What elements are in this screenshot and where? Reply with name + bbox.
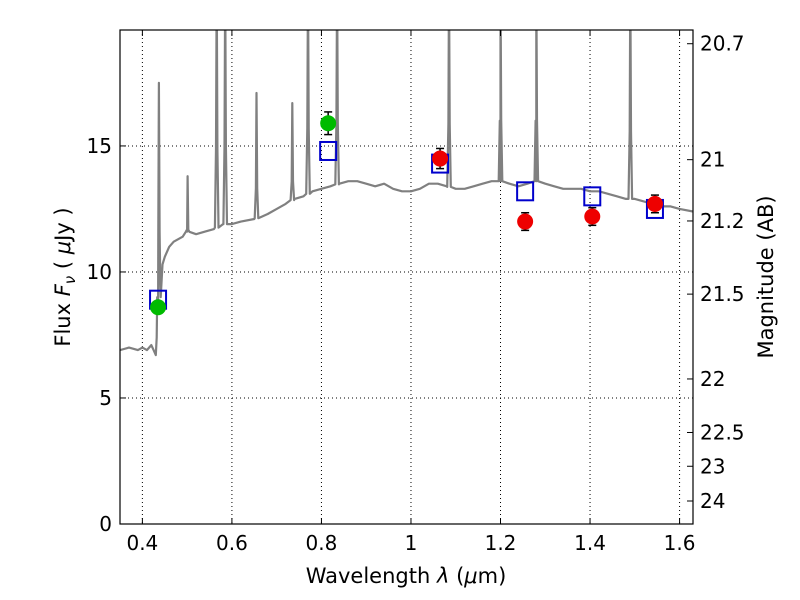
observed-point-green	[320, 115, 337, 132]
plot-frame	[119, 29, 694, 525]
observed-point-red	[517, 213, 534, 230]
x-tick-label: 1.6	[664, 531, 696, 555]
observed-point-green	[150, 299, 167, 316]
y2-tick-label: 24	[700, 489, 725, 513]
observed-point-red	[432, 150, 449, 167]
y2-tick-label: 21.5	[700, 282, 745, 306]
y-axis-label-unit-open: (	[51, 261, 75, 269]
y-tick-label: 15	[87, 134, 112, 158]
observed-point-red	[646, 195, 663, 212]
y-axis-label-unit-mu: μ	[51, 241, 75, 255]
y2-tick-label: 22	[700, 367, 725, 391]
x-tick-label: 0.6	[216, 531, 248, 555]
spectrum-line	[120, 30, 693, 357]
y-tick-label: 0	[99, 512, 112, 536]
y-axis-label-text: Flux	[51, 303, 75, 347]
x-tick-label: 1.4	[574, 531, 606, 555]
x-axis-label: Wavelength λ (μm)	[306, 564, 507, 588]
y-axis-label-symbol-sub: ν	[61, 276, 79, 284]
y2-axis-label: Magnitude (AB)	[754, 195, 778, 358]
x-axis-label-unit-rest: m)	[478, 564, 507, 588]
x-tick-label: 1.2	[485, 531, 517, 555]
y-axis-label-unit-rest: Jy	[51, 222, 75, 243]
x-axis-label-symbol: λ	[436, 564, 449, 588]
y-axis-label-symbol: F	[51, 283, 75, 296]
y2-tick-label: 22.5	[700, 420, 745, 444]
axes: 0.4 0.6 0.8 1 1.2 1.4 1.6 0 5 10 15 20.7 21 21.2 21.5 2…	[87, 30, 745, 555]
x-tick-label: 1	[405, 531, 418, 555]
y-axis-label: Flux Fν ( μJy )	[51, 207, 79, 346]
y2-tick-label: 20.7	[700, 32, 745, 56]
plot-background	[120, 30, 693, 524]
y-axis-label-unit-close: )	[51, 207, 75, 215]
model-box-marker	[319, 140, 338, 161]
x-tick-label: 0.8	[306, 531, 338, 555]
x-axis-label-unit-mu: μ	[463, 564, 477, 588]
model-box-marker	[516, 181, 535, 202]
model-box-marker	[583, 186, 602, 207]
x-axis-label-text: Wavelength	[306, 564, 431, 588]
x-axis-label-unit-open: (	[456, 564, 464, 588]
y2-tick-label: 21.2	[700, 209, 745, 233]
plot-area	[120, 30, 693, 357]
x-tick-label: 0.4	[126, 531, 158, 555]
y2-tick-label: 23	[700, 454, 725, 478]
y-tick-label: 5	[99, 386, 112, 410]
observed-point-red	[584, 208, 601, 225]
y-tick-label: 10	[87, 260, 112, 284]
y2-tick-label: 21	[700, 148, 725, 172]
